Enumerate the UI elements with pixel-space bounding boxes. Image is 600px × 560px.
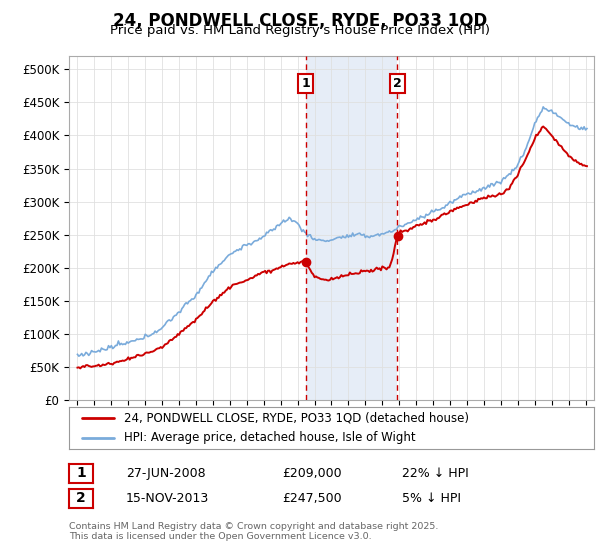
Text: 1: 1	[302, 77, 310, 90]
Text: HPI: Average price, detached house, Isle of Wight: HPI: Average price, detached house, Isle…	[124, 431, 416, 444]
Text: 1: 1	[76, 466, 86, 480]
Text: 24, PONDWELL CLOSE, RYDE, PO33 1QD (detached house): 24, PONDWELL CLOSE, RYDE, PO33 1QD (deta…	[124, 412, 469, 425]
Text: Contains HM Land Registry data © Crown copyright and database right 2025.
This d: Contains HM Land Registry data © Crown c…	[69, 522, 439, 542]
Bar	[306, 56, 397, 400]
Text: 5% ↓ HPI: 5% ↓ HPI	[402, 492, 461, 505]
Text: 24, PONDWELL CLOSE, RYDE, PO33 1QD: 24, PONDWELL CLOSE, RYDE, PO33 1QD	[113, 12, 487, 30]
Text: £247,500: £247,500	[282, 492, 341, 505]
Text: 2: 2	[393, 77, 401, 90]
Text: 15-NOV-2013: 15-NOV-2013	[126, 492, 209, 505]
Text: 27-JUN-2008: 27-JUN-2008	[126, 466, 206, 480]
Text: Price paid vs. HM Land Registry's House Price Index (HPI): Price paid vs. HM Land Registry's House …	[110, 24, 490, 36]
Text: £209,000: £209,000	[282, 466, 341, 480]
Text: 22% ↓ HPI: 22% ↓ HPI	[402, 466, 469, 480]
Text: 2: 2	[76, 492, 86, 505]
